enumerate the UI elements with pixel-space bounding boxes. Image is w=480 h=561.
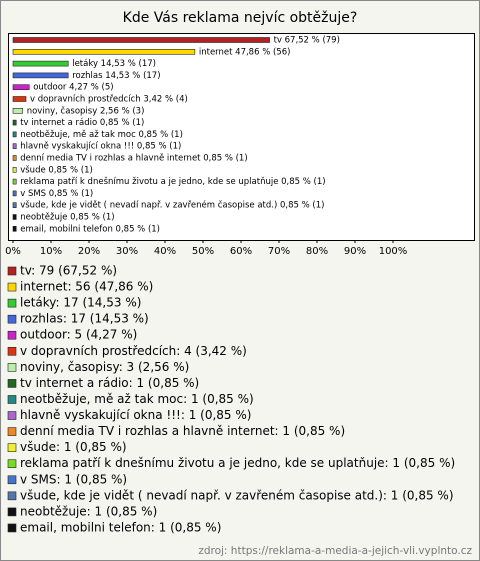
x-tick-label: 50% xyxy=(192,246,214,257)
value-label: tv internet a rádio 0,85 % (1) xyxy=(20,118,144,128)
legend-label: všude: 1 (0,85 %) xyxy=(20,440,127,454)
bar xyxy=(12,84,30,90)
legend-swatch xyxy=(7,346,17,356)
value-label: rozhlas 14,53 % (17) xyxy=(72,71,160,81)
x-tick-label: 100% xyxy=(379,246,408,257)
plot-area xyxy=(8,33,475,241)
value-label: neobtěžuje 0,85 % (1) xyxy=(20,213,114,223)
legend-label: všude, kde je vidět ( nevadí např. v zav… xyxy=(20,488,454,502)
bar xyxy=(12,37,270,43)
legend-label: tv internet a rádio: 1 (0,85 %) xyxy=(20,376,199,390)
legend-label: reklama patří k dnešnímu životu a je jed… xyxy=(20,456,455,470)
value-label: denní media TV i rozhlas a hlavně intern… xyxy=(20,154,247,164)
legend-swatch xyxy=(7,314,17,324)
x-tick-label: 80% xyxy=(306,246,328,257)
bar xyxy=(12,96,27,102)
value-label: email, mobilni telefon 0,85 % (1) xyxy=(20,224,160,234)
bar xyxy=(12,202,17,208)
legend-label: rozhlas: 17 (14,53 %) xyxy=(20,312,149,326)
legend-label: denní media TV i rozhlas a hlavně intern… xyxy=(20,424,345,438)
bar xyxy=(12,190,17,197)
value-label: v dopravních prostředcích 3,42 % (4) xyxy=(30,95,188,105)
bar xyxy=(12,60,69,67)
x-tick-label: 70% xyxy=(268,246,290,257)
value-label: letáky 14,53 % (17) xyxy=(72,59,156,69)
value-label: všude, kde je vidět ( nevadí např. v zav… xyxy=(20,200,324,211)
value-label: tv 67,52 % (79) xyxy=(274,36,340,46)
legend-swatch xyxy=(7,411,17,420)
bar xyxy=(12,108,24,114)
bar xyxy=(12,48,196,55)
value-label: všude 0,85 % (1) xyxy=(20,164,93,175)
bar xyxy=(12,155,17,161)
value-label: noviny, časopisy 2,56 % (3) xyxy=(27,105,145,116)
bar xyxy=(12,119,17,126)
legend-swatch xyxy=(7,266,17,276)
legend-label: noviny, časopisy: 3 (2,56 %) xyxy=(20,360,189,374)
legend-swatch xyxy=(7,443,17,452)
legend-swatch xyxy=(7,507,17,517)
legend-swatch xyxy=(7,298,17,308)
value-label: neotběžuje, mě až tak moc 0,85 % (1) xyxy=(20,130,183,140)
legend-swatch xyxy=(7,459,17,469)
source: zdroj: https://reklama-a-media-a-jejich-… xyxy=(198,545,472,557)
chart-title: Kde Vás reklama nejvíc obtěžuje? xyxy=(123,10,358,26)
legend-label: neotběžuje, mě až tak moc: 1 (0,85 %) xyxy=(20,392,254,406)
bar xyxy=(12,143,17,149)
bar xyxy=(12,178,17,185)
legend-label: hlavně vyskakující okna !!!: 1 (0,85 %) xyxy=(20,408,251,422)
legend-label: v SMS: 1 (0,85 %) xyxy=(20,472,127,486)
x-tick-label: 20% xyxy=(78,246,100,257)
bar xyxy=(12,226,17,232)
x-tick-label: 60% xyxy=(230,246,252,257)
legend-swatch xyxy=(7,379,17,388)
legend-label: email, mobilni telefon: 1 (0,85 %) xyxy=(20,520,221,534)
legend-label: neobtěžuje: 1 (0,85 %) xyxy=(20,504,157,518)
legend-swatch xyxy=(7,475,17,485)
x-tick-label: 90% xyxy=(344,246,366,257)
value-label: outdoor 4,27 % (5) xyxy=(33,83,113,93)
legend-label: internet: 56 (47,86 %) xyxy=(20,280,153,294)
legend-swatch xyxy=(7,395,17,404)
legend-swatch xyxy=(7,330,17,340)
legend-swatch xyxy=(7,363,17,372)
bar xyxy=(12,131,17,138)
x-tick-label: 10% xyxy=(40,246,62,257)
legend-label: letáky: 17 (14,53 %) xyxy=(20,296,141,310)
value-label: reklama patří k dnešnímu životu a je jed… xyxy=(20,176,325,187)
x-tick-label: 0% xyxy=(5,246,21,257)
x-tick-label: 40% xyxy=(154,246,176,257)
value-label: hlavně vyskakující okna !!! 0,85 % (1) xyxy=(20,142,181,152)
legend-swatch xyxy=(7,523,17,533)
legend-swatch xyxy=(7,491,17,501)
legend-swatch xyxy=(7,427,17,436)
x-tick-label: 30% xyxy=(116,246,138,257)
legend-label: outdoor: 5 (4,27 %) xyxy=(20,328,137,342)
bar xyxy=(12,72,69,79)
bar xyxy=(12,167,17,173)
legend-swatch xyxy=(7,282,17,292)
legend-label: tv: 79 (67,52 %) xyxy=(20,264,117,278)
value-label: internet 47,86 % (56) xyxy=(199,47,291,57)
legend-label: v dopravních prostředcích: 4 (3,42 %) xyxy=(20,344,247,358)
bar xyxy=(12,214,17,220)
value-label: v SMS 0,85 % (1) xyxy=(20,189,93,199)
